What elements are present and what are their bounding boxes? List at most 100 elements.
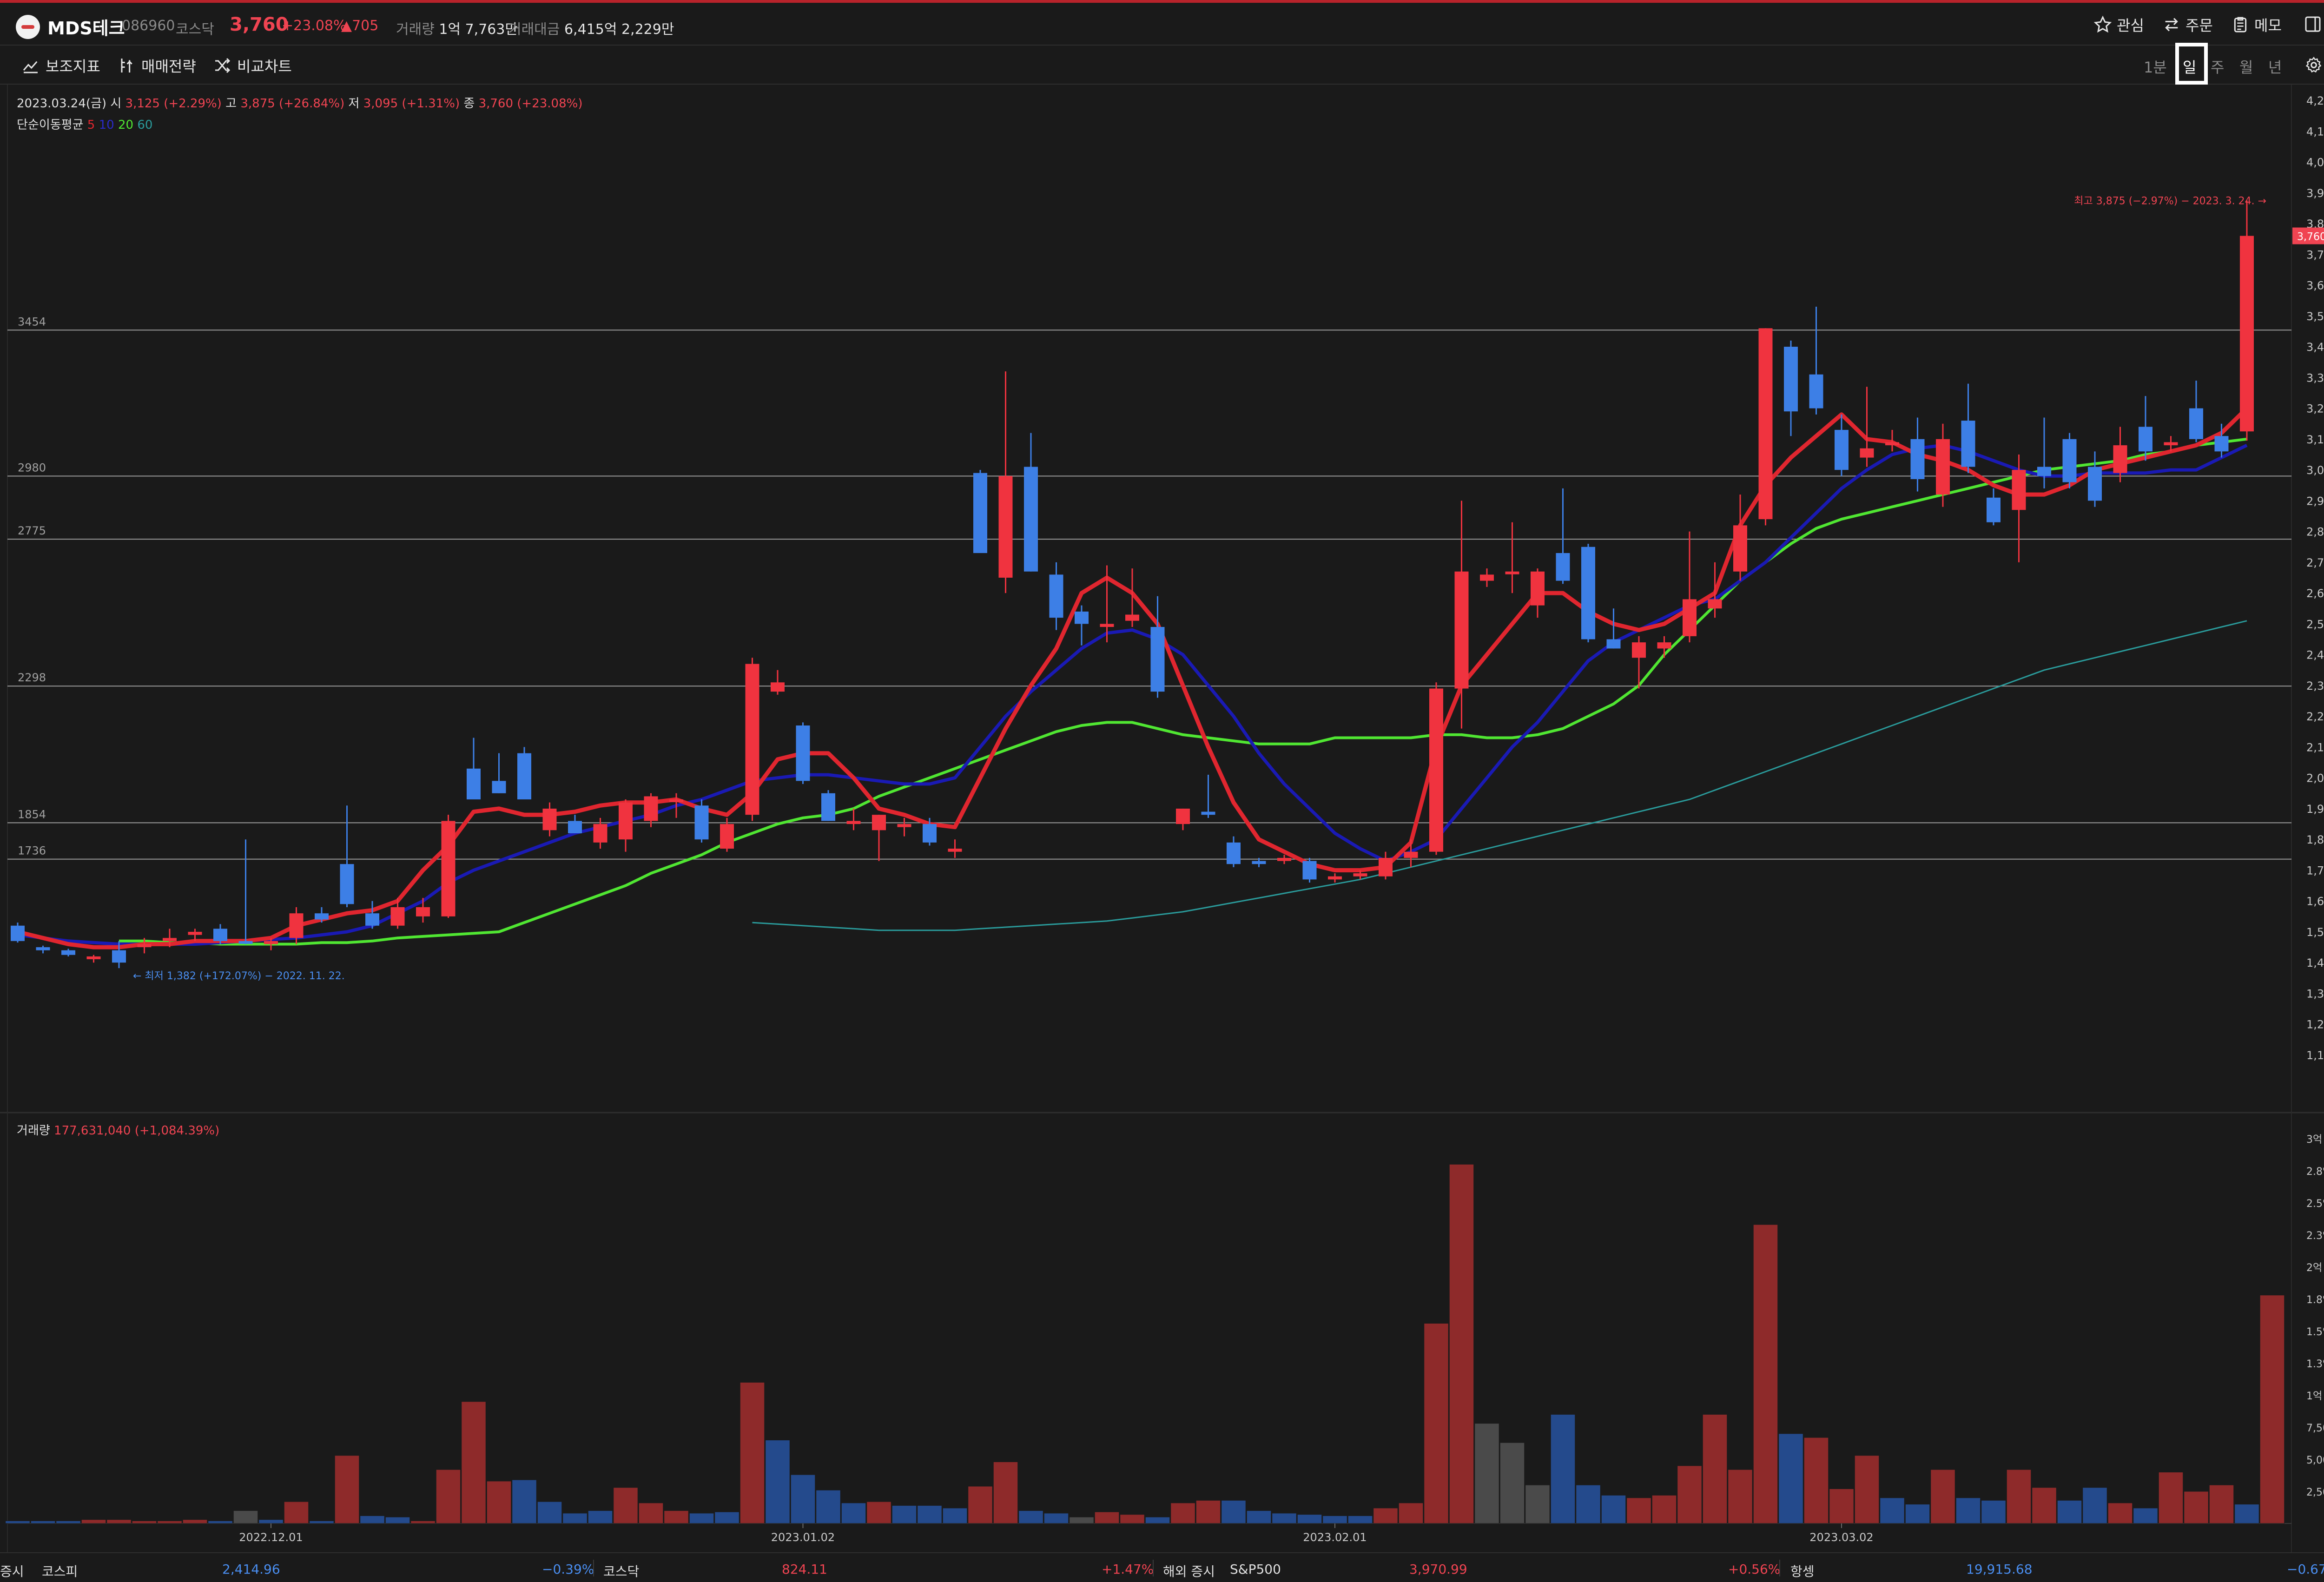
y-axis-tick: 3,200 — [2306, 402, 2324, 415]
y-axis-tick: 2,400 — [2306, 649, 2324, 662]
y-axis-tick: 2,900 — [2306, 494, 2324, 508]
volume-bar — [1272, 1513, 1297, 1524]
y-axis-tick: 4,200 — [2306, 94, 2324, 107]
volume-bar — [1576, 1484, 1601, 1524]
compare-label: 비교차트 — [237, 58, 292, 75]
company-logo — [16, 15, 40, 39]
candle-body — [1454, 571, 1469, 689]
volume-axis-tick: 2억 — [2306, 1262, 2322, 1274]
volume-bar — [866, 1501, 891, 1524]
volume-bar — [132, 1520, 157, 1524]
ma-label: 단순이동평균 — [17, 118, 84, 132]
y-axis-tick: 2,700 — [2306, 556, 2324, 569]
candle-body — [1379, 857, 1393, 877]
stock-name: MDS테크 — [47, 18, 125, 39]
last-price-tag-bg — [2292, 227, 2324, 244]
candle-body — [1606, 639, 1621, 649]
candle-body — [619, 802, 633, 840]
candle-body — [897, 824, 911, 827]
y-axis-tick: 1,600 — [2306, 895, 2324, 908]
sp500-label[interactable]: S&P500 — [1230, 1562, 1281, 1577]
candle-body — [2012, 470, 2026, 510]
candle-body — [1429, 688, 1443, 852]
y-axis-tick: 1,100 — [2306, 1049, 2324, 1062]
volume-label: 거래량 — [396, 21, 435, 38]
strategy-icon — [121, 59, 132, 73]
period-year[interactable]: 년 — [2268, 59, 2282, 76]
candle-body — [1024, 467, 1038, 572]
gear-icon[interactable] — [2304, 56, 2323, 74]
order-button[interactable]: 주문 — [2162, 14, 2213, 35]
indicators-button[interactable]: 보조지표 — [21, 55, 100, 76]
info-date: 2023.03.24(금) — [17, 97, 107, 111]
volume-bar — [512, 1479, 537, 1524]
volume-bar — [1601, 1495, 1626, 1524]
y-axis-tick: 3,400 — [2306, 341, 2324, 354]
volume-bar — [56, 1520, 81, 1524]
y-axis-tick: 3,900 — [2306, 187, 2324, 200]
period-week[interactable]: 주 — [2211, 59, 2225, 76]
candle-body — [238, 941, 253, 944]
volume-axis-tick: 1억 — [2306, 1391, 2322, 1402]
volume-bar — [816, 1490, 841, 1524]
candle-body — [644, 796, 658, 821]
kospi-change: −0.39% — [542, 1562, 594, 1577]
y-axis-tick: 2,800 — [2306, 526, 2324, 539]
price-level-label: 1854 — [18, 808, 46, 821]
volume-axis-tick: 1.5억 — [2306, 1326, 2324, 1338]
change-amount: ▲705 — [341, 18, 379, 34]
volume-bar — [2184, 1491, 2209, 1524]
x-axis-label: 2023.02.01 — [1303, 1531, 1367, 1544]
volume-bar — [1651, 1495, 1677, 1524]
volume-bar — [2082, 1487, 2107, 1524]
period-day[interactable]: 일 — [2183, 59, 2197, 76]
price-level-label: 2298 — [18, 671, 46, 684]
volume-bar — [5, 1520, 30, 1524]
volume-bar — [1043, 1513, 1069, 1524]
price-chart[interactable]: 1,100 1,200 1,300 1,400 1,500 1,600 1,700 1,800… — [0, 85, 2324, 1552]
volume-bar — [1069, 1516, 1094, 1524]
period-month[interactable]: 월 — [2239, 59, 2253, 76]
candle-body — [1201, 811, 1215, 815]
candle-body — [1758, 328, 1773, 520]
y-axis-tick: 1,500 — [2306, 926, 2324, 939]
compare-button[interactable]: 비교차트 — [213, 55, 292, 76]
panel-toggle-icon[interactable] — [2304, 15, 2322, 33]
memo-button[interactable]: 메모 — [2231, 14, 2282, 35]
volume-bar — [714, 1511, 739, 1524]
hangseng-value: 19,915.68 — [1966, 1562, 2033, 1577]
volume-bar — [1626, 1497, 1651, 1524]
candle-body — [441, 821, 456, 916]
watch-button[interactable]: 관심 — [2093, 14, 2144, 35]
x-axis-label: 2023.03.02 — [1809, 1531, 1873, 1544]
candle-body — [948, 849, 962, 852]
watch-label: 관심 — [2117, 17, 2144, 34]
candle-body — [872, 815, 886, 831]
candle-body — [796, 725, 810, 781]
volume-bar — [2158, 1472, 2184, 1524]
y-axis-tick: 4,100 — [2306, 125, 2324, 138]
kospi-label[interactable]: 코스피 — [42, 1564, 78, 1579]
volume-bar — [30, 1520, 56, 1524]
period-1min[interactable]: 1분 — [2144, 59, 2167, 76]
candle-body — [1150, 627, 1165, 692]
strategy-button[interactable]: 매매전략 — [117, 55, 196, 76]
y-axis-tick: 1,900 — [2306, 803, 2324, 816]
volume-bar — [385, 1516, 410, 1524]
candle-body — [188, 931, 202, 935]
kosdaq-label[interactable]: 코스닥 — [603, 1564, 640, 1579]
candle-body — [1910, 439, 1925, 479]
y-axis-tick: 1,800 — [2306, 833, 2324, 846]
volume-bar — [664, 1510, 689, 1524]
y-axis-tick: 2,500 — [2306, 618, 2324, 631]
kospi-value: 2,414.96 — [222, 1562, 280, 1577]
candle-body — [2139, 427, 2152, 452]
candle-body — [2164, 442, 2178, 446]
candle-body — [264, 941, 278, 944]
candle-body — [1885, 442, 1899, 446]
volume-bar — [790, 1474, 816, 1524]
y-axis-tick: 1,200 — [2306, 1018, 2324, 1031]
hangseng-label[interactable]: 항셍 — [1790, 1564, 1815, 1579]
candle-body — [1404, 851, 1418, 858]
volume-bar — [1955, 1497, 1981, 1524]
